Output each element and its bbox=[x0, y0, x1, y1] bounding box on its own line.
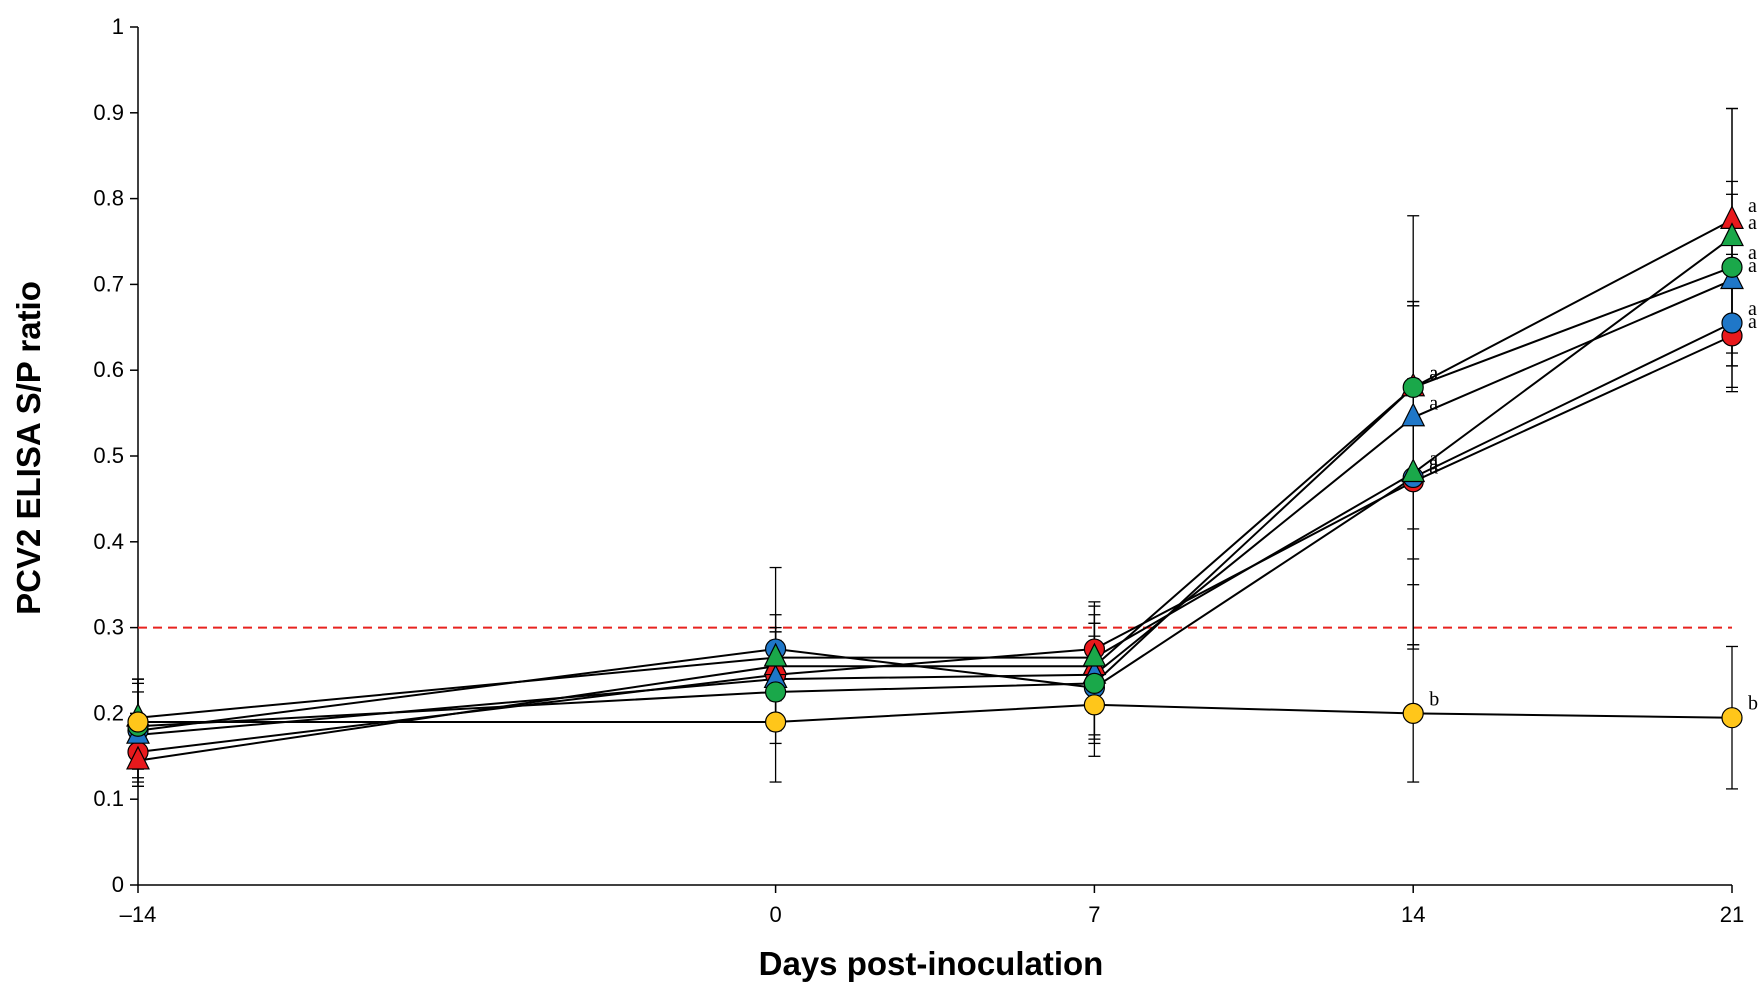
data-point-circle bbox=[1721, 312, 1743, 334]
significance-letter: a bbox=[1748, 311, 1757, 333]
data-point-circle bbox=[1083, 672, 1106, 694]
x-tick-label: 21 bbox=[1720, 902, 1744, 927]
data-point-circle bbox=[1402, 376, 1424, 398]
y-tick-label: 0.3 bbox=[93, 615, 124, 640]
y-tick-label: 0.6 bbox=[93, 357, 124, 382]
y-tick-label: 0.2 bbox=[93, 700, 124, 725]
data-point-triangle bbox=[763, 642, 788, 667]
series-line-6 bbox=[137, 236, 1733, 719]
significance-letter: a bbox=[1429, 448, 1438, 470]
significance-letter: b bbox=[1748, 693, 1758, 715]
y-tick-label: 0.1 bbox=[93, 786, 124, 811]
significance-letter: a bbox=[1748, 212, 1757, 234]
y-tick-label: 0.5 bbox=[93, 443, 124, 468]
significance-letter: a bbox=[1429, 362, 1438, 384]
data-markers bbox=[126, 205, 1744, 770]
data-point-circle bbox=[1402, 702, 1424, 725]
data-point-triangle bbox=[126, 745, 150, 770]
significance-letter: b bbox=[1429, 688, 1439, 710]
data-point-triangle bbox=[1401, 458, 1426, 483]
significance-letter: a bbox=[1748, 298, 1757, 320]
significance-letter: a bbox=[1429, 362, 1438, 384]
data-point-triangle bbox=[1720, 222, 1744, 247]
data-point-circle bbox=[764, 711, 787, 733]
significance-letter: a bbox=[1748, 255, 1757, 277]
significance-letter: a bbox=[1429, 452, 1438, 474]
significance-letter: a bbox=[1429, 392, 1438, 414]
data-point-circle bbox=[1083, 694, 1106, 716]
data-point-triangle bbox=[1401, 402, 1426, 427]
axes: 0 0.1 0.2 0.3 0.4 0.5 0.6 0.7 0.8 0.9 1 –14 0 7 14 21 bbox=[93, 14, 1744, 927]
data-point-circle bbox=[1721, 256, 1743, 278]
x-axis-title: Days post-inoculation bbox=[759, 945, 1104, 982]
significance-letter: a bbox=[1748, 242, 1757, 264]
y-axis-title: PCV2 ELISA S/P ratio bbox=[10, 281, 47, 615]
y-tick-label: 1 bbox=[112, 14, 124, 39]
x-tick-label: 14 bbox=[1401, 902, 1425, 927]
x-tick-label: 7 bbox=[1088, 902, 1100, 927]
y-tick-label: 0.8 bbox=[93, 186, 124, 211]
y-tick-label: 0.9 bbox=[93, 100, 124, 125]
significance-letter: a bbox=[1748, 195, 1757, 217]
data-point-circle bbox=[764, 681, 787, 703]
x-tick-label: –14 bbox=[120, 902, 157, 927]
series-line-2 bbox=[137, 219, 1733, 762]
x-tick-label: 0 bbox=[769, 902, 781, 927]
data-point-triangle bbox=[1082, 642, 1107, 667]
y-tick-label: 0 bbox=[112, 872, 124, 897]
y-tick-label: 0.4 bbox=[93, 529, 124, 554]
series-lines bbox=[137, 219, 1733, 762]
data-point-circle bbox=[127, 711, 149, 733]
data-point-circle bbox=[1721, 707, 1743, 729]
series-line-1 bbox=[137, 334, 1733, 753]
significance-letter: a bbox=[1429, 457, 1438, 479]
y-tick-label: 0.7 bbox=[93, 271, 124, 296]
